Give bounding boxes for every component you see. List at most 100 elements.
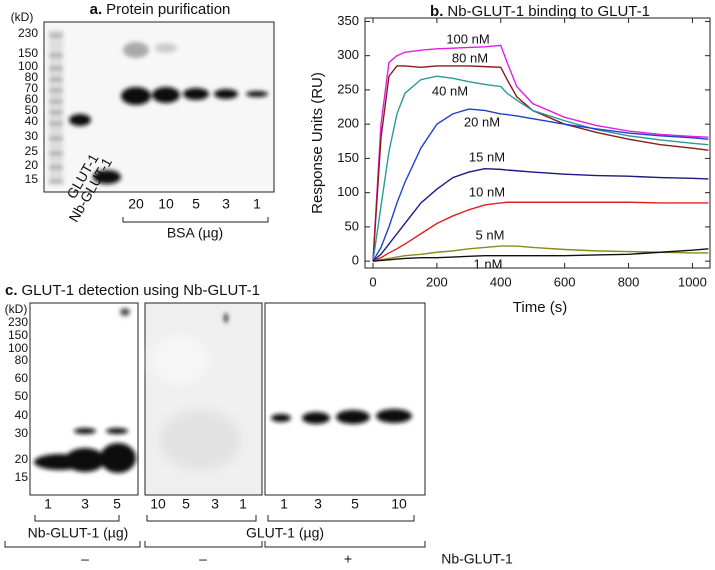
marker-label: 150 [18,46,38,60]
series-label: 10 nM [469,184,505,199]
blot-bands [34,308,412,473]
panel-title: Nb-GLUT-1 binding to GLUT-1 [447,3,650,20]
marker-label: 50 [25,103,39,117]
plot-frame [364,17,711,269]
ladder [49,30,63,185]
lane-label: 3 [211,496,219,512]
y-tick-label: 0 [352,253,359,268]
lane-label: 3 [314,496,322,512]
series-label: 1 nM [474,256,503,271]
series-line [372,65,709,262]
lane-label: 3 [81,496,89,512]
panel-letter: c. [5,282,18,299]
marker-label: 30 [25,129,39,143]
x-axis-label: Time (s) [513,299,567,316]
x-tick-label: 800 [618,274,640,289]
panel-c-title: c. GLUT-1 detection using Nb-GLUT-1 [5,282,260,299]
series-label: 20 nM [464,114,500,129]
y-axis-label: Response Units (RU) [309,72,326,214]
series-line [372,75,709,262]
lane-label: 1 [44,496,52,512]
gel-bands [69,42,268,184]
marker-label: 230 [18,26,38,40]
gel-a [43,21,275,193]
marker-label: 100 [18,59,38,73]
bracket [122,217,269,223]
chart-title: b. Nb-GLUT-1 binding to GLUT-1 [430,3,650,20]
marker-label: 70 [25,81,39,95]
y-tick-label: 50 [345,218,359,233]
plot-area: 0 200 400 600 800 1000 0 50 100 150 200 250 300 350 10… [337,13,711,289]
blot-background [150,335,240,470]
condition-label: – [81,551,89,567]
marker-label: 80 [15,353,29,367]
x-tick-label: 400 [490,274,512,289]
marker-label: 20 [15,452,29,466]
marker-label: 40 [15,408,29,422]
lane-label: 1 [239,496,247,512]
lane-label: 5 [113,496,121,512]
series-line [372,248,709,262]
brackets [4,515,426,548]
lane-label: 10 [150,496,166,512]
unit-label: (kD) [11,10,34,24]
series-label: 5 nM [476,227,505,242]
lane-label: 5 [182,496,190,512]
marker-label: 20 [25,158,39,172]
group-label: Nb-GLUT-1 (µg) [28,525,129,541]
panel-letter: a. [90,1,103,18]
y-tick-label: 200 [337,116,359,131]
group-label: GLUT-1 (µg) [246,525,324,541]
marker-label: 80 [25,70,39,84]
condition-label: Nb-GLUT-1 [441,551,513,567]
series-label: 100 nM [446,31,489,46]
series-label: 15 nM [469,149,505,164]
lane-label: 3 [222,196,230,212]
marker-label: 100 [8,341,28,355]
marker-label: 40 [25,114,39,128]
marker-label: 50 [15,389,29,403]
y-tick-label: 250 [337,81,359,96]
marker-label: 60 [15,371,29,385]
condition-label: + [344,551,352,567]
marker-label: 150 [8,328,28,342]
unit-label: (kD) [5,302,28,316]
series-line [372,44,709,262]
marker-label: 15 [25,172,39,186]
x-tick-label: 1000 [678,274,707,289]
series-line [372,108,709,262]
panel-a-title: a. Protein purification [90,1,231,18]
condition-label: – [199,551,207,567]
lane-label: 10 [158,196,174,212]
panel-title: Protein purification [106,1,230,18]
x-tick-label: 600 [554,274,576,289]
series-line [372,245,709,262]
lane-label: 1 [253,196,261,212]
lane-label: 1 [280,496,288,512]
y-tick-label: 150 [337,150,359,165]
marker-label: 25 [25,144,39,158]
series-line [372,167,709,262]
marker-label: 60 [25,92,39,106]
series-line [372,201,709,262]
panel-title: GLUT-1 detection using Nb-GLUT-1 [22,282,260,299]
gel-c [29,302,426,496]
x-tick-label: 0 [369,274,376,289]
y-tick-label: 350 [337,13,359,28]
marker-label: 30 [15,426,29,440]
lane-label: 5 [351,496,359,512]
blot-frame [264,302,426,496]
lane-label: 5 [192,196,200,212]
marker-label: 230 [8,315,28,329]
y-tick-label: 100 [337,184,359,199]
marker-label: 15 [15,470,29,484]
lane-label: 20 [128,196,144,212]
lane-label: 10 [391,496,407,512]
group-label: BSA (µg) [167,225,223,241]
series-label: 80 nM [452,50,488,65]
y-tick-label: 300 [337,47,359,62]
panel-letter: b. [430,3,443,20]
series-label: 40 nM [432,83,468,98]
x-tick-label: 200 [426,274,448,289]
